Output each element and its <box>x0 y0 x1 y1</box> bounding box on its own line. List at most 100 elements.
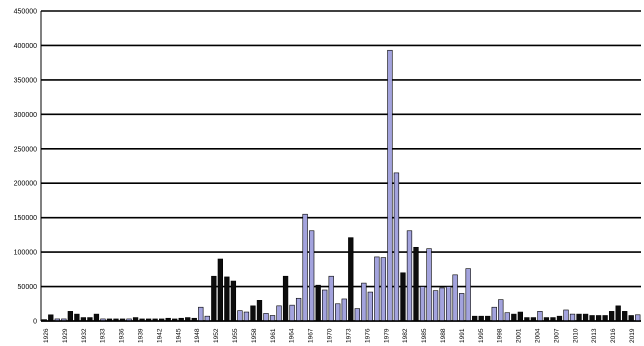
x-tick-label: 1964 <box>289 328 296 343</box>
x-tick-label: 1985 <box>421 328 428 343</box>
y-tick-label: 450000 <box>14 9 37 16</box>
bar <box>465 268 471 322</box>
bar <box>511 313 517 322</box>
bar <box>439 287 445 322</box>
bars <box>41 49 641 322</box>
bar <box>354 308 360 322</box>
bar <box>419 286 426 322</box>
y-tick-label: 150000 <box>14 215 37 222</box>
x-tick-label: 2001 <box>516 328 523 343</box>
bar <box>445 286 452 322</box>
bar <box>608 311 615 322</box>
x-tick-label: 1948 <box>194 328 201 343</box>
bar <box>491 306 497 322</box>
bar <box>393 172 400 322</box>
bar <box>537 311 543 322</box>
x-tick-label: 1939 <box>138 328 145 343</box>
bar <box>458 293 465 322</box>
x-tick-label: 1988 <box>440 328 447 343</box>
bar <box>361 282 367 322</box>
x-tick-label: 2004 <box>535 328 542 343</box>
bar <box>250 305 256 322</box>
bar <box>67 311 73 322</box>
axes <box>40 11 641 322</box>
bar <box>498 299 504 322</box>
x-tick-label: 2007 <box>553 328 560 343</box>
x-tick-label: 1976 <box>364 328 371 343</box>
bar <box>380 257 387 322</box>
y-tick-label: 50000 <box>18 284 38 291</box>
bar <box>582 313 589 322</box>
x-tick-label: 1982 <box>402 328 409 343</box>
x-tick-label: 1932 <box>81 328 88 343</box>
bar <box>504 312 510 322</box>
bar <box>426 248 432 322</box>
x-tick-label: 1998 <box>497 328 504 343</box>
y-tick-label: 100000 <box>14 250 37 257</box>
bar <box>256 300 263 322</box>
x-tick-label: 2016 <box>610 328 617 343</box>
x-axis-labels: 1926 1929 1932 1933 1936 1939 1942 1945 1948 1952… <box>43 328 636 343</box>
x-tick-label: 1979 <box>383 328 390 343</box>
bar <box>622 311 628 322</box>
x-tick-label: 1942 <box>156 328 163 343</box>
y-tick-label: 250000 <box>14 146 37 153</box>
x-tick-label: 1970 <box>327 328 334 343</box>
bar <box>413 246 419 322</box>
bar <box>237 310 243 322</box>
y-tick-label: 350000 <box>14 77 37 84</box>
bar <box>589 315 595 322</box>
bar <box>217 258 223 322</box>
x-tick-label: 1958 <box>251 328 258 343</box>
bar <box>308 230 315 322</box>
x-tick-label: 1945 <box>175 328 182 343</box>
y-tick-label: 200000 <box>14 181 37 188</box>
x-tick-label: 2010 <box>572 328 579 343</box>
bar <box>243 311 250 322</box>
x-tick-label: 1995 <box>478 328 485 343</box>
bar <box>400 272 406 322</box>
bar <box>452 274 458 322</box>
x-tick-label: 2019 <box>629 328 636 343</box>
bar <box>315 284 321 322</box>
bar <box>224 276 230 322</box>
bar <box>328 275 334 322</box>
bar <box>569 313 576 322</box>
bar <box>517 311 523 322</box>
x-tick-label: 1961 <box>270 328 277 343</box>
bar <box>322 289 328 322</box>
bar <box>295 297 302 322</box>
gridlines <box>41 10 641 322</box>
bar <box>335 303 341 322</box>
y-tick-label: 400000 <box>14 43 37 50</box>
bar <box>302 213 308 322</box>
bar <box>635 314 641 322</box>
x-tick-label: 1929 <box>62 328 69 343</box>
x-tick-label: 1933 <box>100 328 107 343</box>
bar <box>348 237 354 322</box>
bar <box>48 314 54 322</box>
x-tick-label: 1926 <box>43 328 50 343</box>
bar <box>198 306 204 322</box>
bar <box>576 313 582 322</box>
x-tick-label: 1955 <box>232 328 239 343</box>
y-axis-labels: 0 50000 100000 150000 200000 250000 300000 3500… <box>14 9 37 326</box>
x-tick-label: 1952 <box>213 328 220 343</box>
bar <box>263 313 269 322</box>
bar <box>74 313 80 322</box>
x-tick-label: 1991 <box>459 328 466 343</box>
bar <box>595 315 602 322</box>
x-tick-label: 1936 <box>119 328 126 343</box>
bar <box>374 256 380 322</box>
bar <box>367 291 373 322</box>
bar <box>93 313 100 322</box>
bar <box>276 305 282 322</box>
bar <box>282 275 289 322</box>
bar <box>563 309 569 322</box>
bar <box>615 305 621 322</box>
bar <box>269 315 276 322</box>
y-tick-label: 300000 <box>14 112 37 119</box>
bar <box>602 315 608 322</box>
bar <box>628 315 634 322</box>
